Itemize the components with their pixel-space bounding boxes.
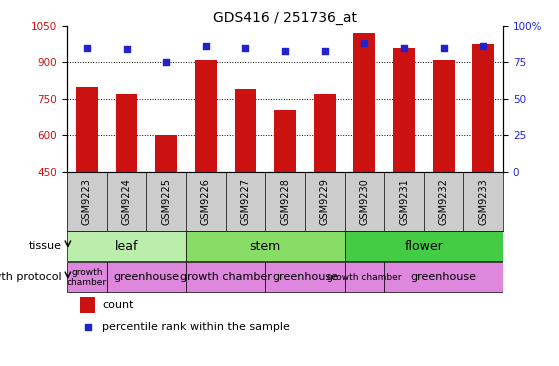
Text: growth protocol: growth protocol bbox=[0, 272, 61, 282]
Point bbox=[360, 40, 369, 46]
Text: stem: stem bbox=[250, 240, 281, 253]
Text: GSM9230: GSM9230 bbox=[359, 178, 369, 225]
Text: GSM9229: GSM9229 bbox=[320, 178, 330, 225]
Text: growth chamber: growth chamber bbox=[179, 272, 272, 282]
Text: greenhouse: greenhouse bbox=[113, 272, 179, 282]
Bar bbox=[344, 231, 503, 261]
Point bbox=[201, 43, 210, 49]
Bar bbox=[76, 87, 98, 172]
Text: GSM9232: GSM9232 bbox=[439, 178, 449, 225]
Bar bbox=[384, 262, 503, 292]
Bar bbox=[344, 262, 384, 292]
Text: GSM9231: GSM9231 bbox=[399, 178, 409, 225]
Bar bbox=[155, 135, 177, 172]
Point bbox=[479, 43, 488, 49]
Text: GSM9227: GSM9227 bbox=[240, 178, 250, 225]
Bar bbox=[314, 94, 335, 172]
Point bbox=[83, 324, 92, 330]
Text: GSM9226: GSM9226 bbox=[201, 178, 211, 225]
Text: GSM9224: GSM9224 bbox=[121, 178, 131, 225]
Point bbox=[400, 45, 409, 51]
Title: GDS416 / 251736_at: GDS416 / 251736_at bbox=[213, 11, 357, 25]
Bar bbox=[235, 89, 257, 172]
Text: GSM9223: GSM9223 bbox=[82, 178, 92, 225]
Text: GSM9228: GSM9228 bbox=[280, 178, 290, 225]
Point bbox=[162, 59, 170, 65]
Point bbox=[281, 48, 290, 53]
Text: flower: flower bbox=[405, 240, 443, 253]
Text: growth chamber: growth chamber bbox=[327, 273, 401, 282]
Bar bbox=[186, 262, 266, 292]
Point bbox=[122, 46, 131, 52]
Bar bbox=[266, 262, 344, 292]
Point bbox=[320, 48, 329, 53]
Bar bbox=[67, 262, 107, 292]
Text: GSM9225: GSM9225 bbox=[161, 178, 171, 225]
Text: greenhouse: greenhouse bbox=[411, 272, 477, 282]
Text: growth
chamber: growth chamber bbox=[67, 268, 107, 287]
Text: leaf: leaf bbox=[115, 240, 138, 253]
Bar bbox=[472, 44, 494, 172]
Text: greenhouse: greenhouse bbox=[272, 272, 338, 282]
Text: tissue: tissue bbox=[29, 241, 61, 251]
Bar bbox=[80, 297, 96, 313]
Point bbox=[241, 45, 250, 51]
Bar bbox=[116, 94, 138, 172]
Bar bbox=[393, 48, 415, 172]
Bar bbox=[433, 60, 454, 172]
Bar bbox=[195, 60, 217, 172]
Point bbox=[82, 45, 91, 51]
Bar bbox=[353, 33, 375, 172]
Point bbox=[439, 45, 448, 51]
Text: count: count bbox=[102, 300, 134, 310]
Bar bbox=[107, 262, 186, 292]
Bar bbox=[274, 110, 296, 172]
Bar bbox=[186, 231, 344, 261]
Text: percentile rank within the sample: percentile rank within the sample bbox=[102, 322, 290, 332]
Text: GSM9233: GSM9233 bbox=[479, 178, 488, 225]
Bar bbox=[67, 231, 186, 261]
